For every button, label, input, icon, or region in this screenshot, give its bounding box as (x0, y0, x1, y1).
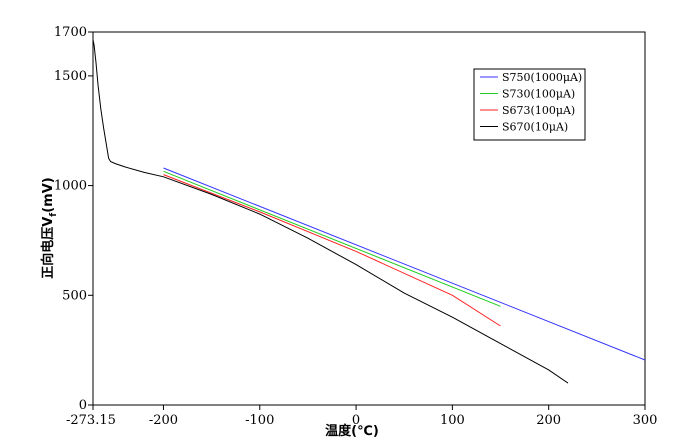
y-axis-title-group: 正向电压Vf(mV) (40, 177, 59, 278)
plot-frame (92, 31, 646, 406)
y-tick-label: 0 (79, 398, 87, 413)
axes (92, 31, 646, 406)
legend: S750(1000μA) S730(100μA) S673(100μA) S670(1… (473, 68, 586, 141)
y-tick-label: 1700 (54, 25, 87, 40)
y-tick-label: 1000 (54, 179, 87, 194)
ticks: -273.15 -200 -100 0 100 200 300 0 500 1000 1500 170… (54, 25, 658, 428)
y-tick-label: 500 (62, 288, 87, 303)
legend-label: S670(10μA) (502, 121, 568, 134)
y-tick-label: 1500 (54, 69, 87, 84)
x-tick-label: 0 (352, 413, 360, 428)
y-axis-title-subscript: f (49, 213, 59, 217)
series-line (92, 39, 569, 384)
legend-label: S673(100μA) (502, 104, 575, 117)
series-layer (92, 39, 646, 384)
x-axis-title: 温度(℃) (325, 423, 379, 439)
x-tick-label: 300 (633, 413, 658, 428)
series-line (163, 167, 646, 361)
legend-label: S750(1000μA) (502, 71, 582, 84)
x-tick-label: -273.15 (66, 413, 116, 428)
y-axis-title-main: 正向电压V (40, 217, 56, 279)
legend-box (473, 68, 586, 141)
legend-label: S730(100μA) (502, 88, 575, 101)
series-line (163, 170, 501, 307)
y-axis-title: 正向电压Vf(mV) (40, 177, 59, 278)
x-tick-label: 200 (536, 413, 561, 428)
y-axis-title-unit: (mV) (41, 177, 56, 213)
x-tick-label: 100 (440, 413, 465, 428)
series-line (163, 174, 501, 327)
x-tick-label: -100 (245, 413, 274, 428)
x-tick-label: -200 (149, 413, 178, 428)
